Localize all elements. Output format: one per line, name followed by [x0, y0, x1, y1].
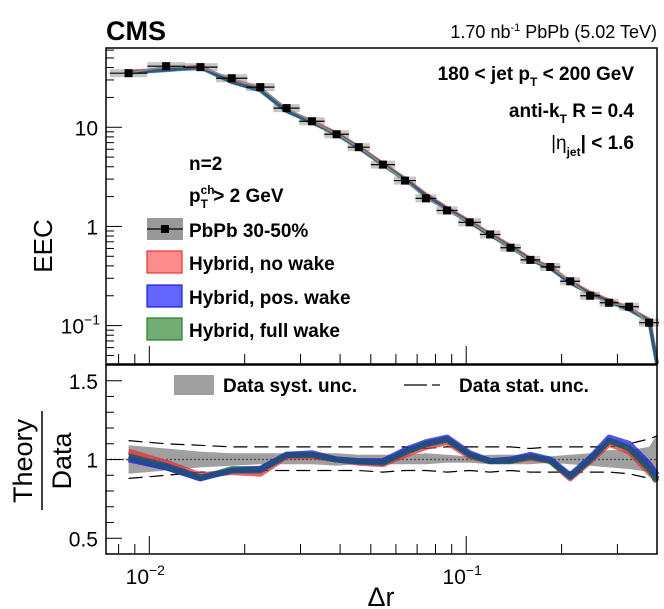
- data-point: [162, 62, 171, 71]
- luminosity-prefix: 1.70 nb: [450, 22, 510, 42]
- ratio-y-tick-label: 1.5: [69, 371, 98, 394]
- ratio-overlap-band: [127, 436, 660, 481]
- main-legend: PbPb 30-50% Hybrid, no wake Hybrid, pos. w…: [146, 218, 351, 342]
- data-point: [486, 230, 495, 239]
- track-pt-cut: pch T > 2 GeV: [189, 183, 284, 211]
- luminosity-sup: -1: [510, 22, 520, 34]
- ratio-y-tick-label: 1: [86, 450, 98, 473]
- jet-pt-cut: 180 < jet pT < 200 GeV: [438, 64, 635, 89]
- y-axis-label: EEC: [28, 219, 58, 272]
- data-point: [354, 143, 363, 152]
- data-point: [282, 104, 291, 113]
- data-point: [227, 74, 236, 83]
- x-tick-label: 10−2: [126, 562, 166, 589]
- legend-swatch: [146, 284, 183, 308]
- legend-label: Hybrid, full wake: [189, 321, 340, 342]
- legend-data-marker: [161, 225, 169, 233]
- legend-syst-label: Data syst. unc.: [223, 376, 357, 397]
- data-point: [586, 291, 595, 300]
- data-point: [645, 318, 654, 327]
- ratio-ylabel-denominator: Data: [47, 432, 77, 490]
- legend-label: Hybrid, no wake: [189, 254, 335, 275]
- data-point: [256, 83, 265, 92]
- data-point: [465, 218, 474, 227]
- luminosity-label: 1.70 nb-1 PbPb (5.02 TeV): [450, 22, 657, 42]
- legend-syst-swatch: [174, 375, 214, 395]
- n-label: n=2: [189, 154, 222, 175]
- y-tick-label: 1: [86, 216, 98, 239]
- main-panel: [109, 62, 660, 365]
- data-point: [196, 63, 205, 72]
- data-point: [605, 298, 614, 307]
- experiment-label: CMS: [106, 16, 166, 46]
- legend-label: Hybrid, pos. wake: [189, 288, 351, 309]
- ratio-legend: Data syst. unc. Data stat. unc.: [174, 375, 589, 397]
- data-point: [546, 262, 555, 271]
- data-point: [332, 130, 341, 139]
- x-tick-label: 10−1: [443, 562, 483, 589]
- data-point: [378, 160, 387, 169]
- data-stat-upper: [128, 435, 658, 450]
- ratio-ylabel-numerator: Theory: [8, 418, 38, 503]
- ratio-y-tick-label: 0.5: [69, 528, 98, 551]
- jet-algorithm: anti-kT R = 0.4: [509, 101, 635, 126]
- data-point: [421, 194, 430, 203]
- data-point: [307, 117, 316, 126]
- x-axis-label: Δr: [367, 582, 394, 609]
- data-point: [566, 277, 575, 286]
- legend-swatch: [146, 317, 183, 341]
- data-point: [124, 69, 133, 78]
- y-tick-label: 10−1: [61, 312, 101, 339]
- legend-label: PbPb 30-50%: [189, 221, 308, 242]
- legend-stat-label: Data stat. unc.: [459, 376, 589, 397]
- data-point: [443, 206, 452, 215]
- data-point: [506, 243, 515, 252]
- legend-swatch: [146, 250, 183, 274]
- y-tick-label: 10: [75, 117, 98, 140]
- data-point: [401, 176, 410, 185]
- eta-cut: |ηjet| < 1.6: [551, 133, 634, 159]
- data-point: [625, 302, 634, 311]
- luminosity-suffix: PbPb (5.02 TeV): [520, 22, 657, 42]
- ratio-panel: [106, 434, 660, 484]
- main-frame: [105, 47, 658, 365]
- data-point: [526, 255, 535, 264]
